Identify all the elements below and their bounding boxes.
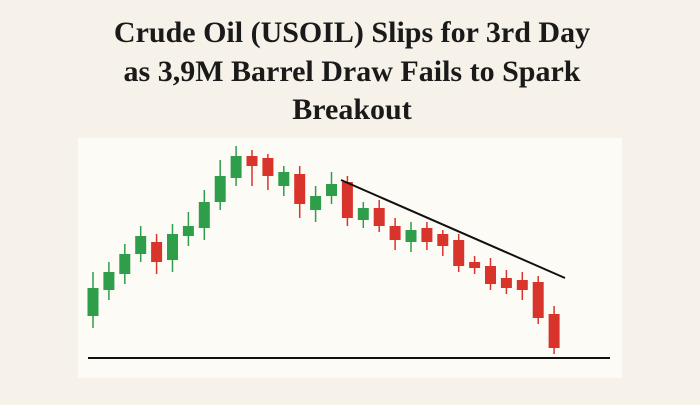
candle-body	[516, 280, 528, 290]
chart-title: Breakout	[292, 93, 411, 126]
candle-body	[357, 208, 369, 220]
trendline	[340, 179, 566, 279]
candle-body	[278, 172, 290, 186]
candle-body	[421, 228, 433, 242]
candle-body	[485, 266, 496, 284]
candle-body	[548, 314, 560, 348]
candle-body	[262, 158, 274, 176]
candle-body	[87, 288, 99, 316]
chart-title: Crude Oil (USOIL) Slips for 3rd Day	[114, 16, 590, 49]
candle-body	[373, 208, 385, 226]
candle-body	[389, 226, 401, 240]
candle-body	[310, 196, 322, 210]
candle-body	[246, 156, 258, 166]
candle-body	[437, 234, 449, 246]
candle-body	[182, 226, 194, 236]
candle-body	[151, 242, 163, 262]
candle-body	[119, 254, 131, 274]
candle-body	[214, 176, 226, 202]
candles	[87, 146, 560, 354]
candle-body	[230, 156, 242, 178]
chart-title: as 3,9M Barrel Draw Fails to Spark	[124, 55, 581, 88]
candle-body	[532, 282, 544, 318]
candle-body	[167, 234, 178, 260]
candle-body	[341, 182, 353, 218]
candle-body	[469, 262, 481, 268]
candle-body	[405, 230, 417, 242]
candle-body	[294, 174, 306, 204]
candle-body	[198, 202, 210, 228]
candle-body	[135, 236, 147, 254]
candle-body	[500, 278, 512, 288]
candle-body	[326, 184, 337, 196]
candle-body	[103, 272, 115, 290]
candle-body	[453, 240, 465, 266]
